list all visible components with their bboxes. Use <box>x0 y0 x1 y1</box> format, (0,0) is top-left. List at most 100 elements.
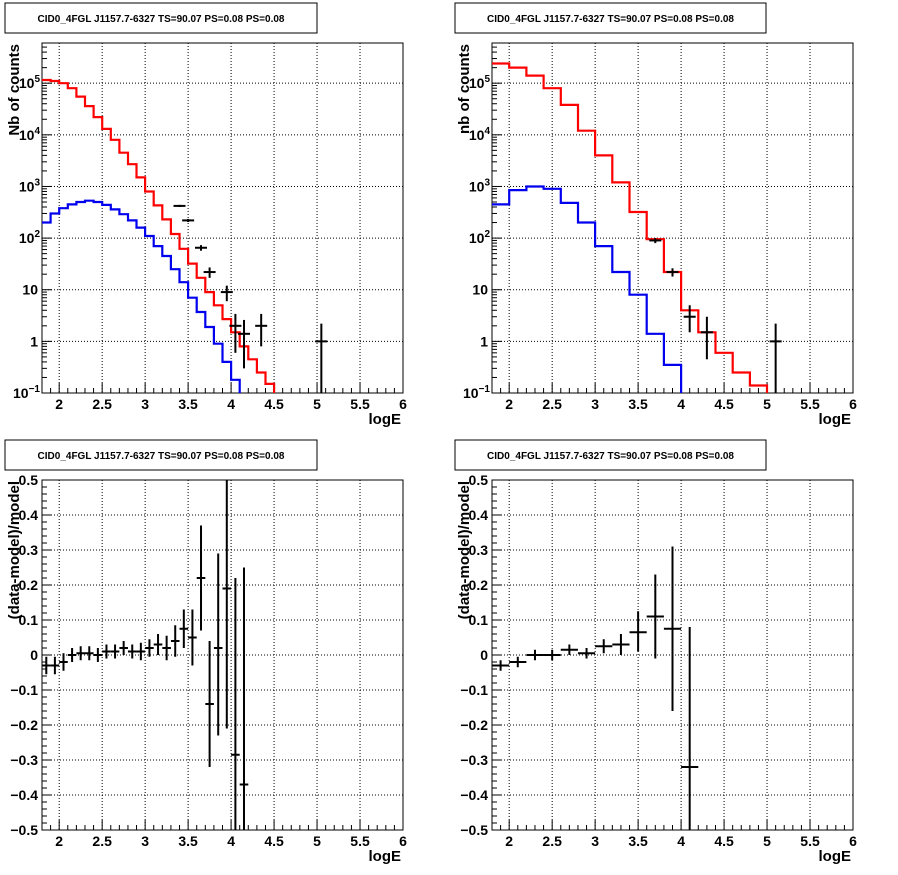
residual-point <box>102 644 111 659</box>
x-tick-label: 4 <box>227 833 235 849</box>
x-tick-label: 3.5 <box>178 396 198 412</box>
model-total-line <box>42 78 276 393</box>
y-tick-label: 10 <box>472 282 488 298</box>
residual-point <box>145 639 154 657</box>
data-point <box>666 268 679 277</box>
y-tick-label: 102 <box>19 229 41 246</box>
y-tick-label: 0 <box>30 647 38 663</box>
y-tick-label: 10 <box>22 282 38 298</box>
data-layer <box>492 62 782 393</box>
x-tick-label: 2 <box>55 833 63 849</box>
data-point <box>229 313 242 353</box>
residual-point <box>595 639 613 654</box>
chart-title: CID0_4FGL J1157.7-6327 TS=90.07 PS=0.08 … <box>38 14 285 25</box>
chart-panel-4: 2 2.5 3 3.5 4 4.5 5 5.5 6 0.5 0.4 0.3 0.2 0.1 0 −0.1 −0.… <box>454 439 857 865</box>
x-tick-label: 4.5 <box>714 833 734 849</box>
data-point <box>683 305 696 333</box>
x-tick-label: 4 <box>677 833 685 849</box>
residual-point <box>681 627 699 830</box>
model-source-line <box>492 185 683 393</box>
residual-point <box>188 609 197 666</box>
residual-point <box>67 648 77 662</box>
y-tick-label: 1 <box>480 333 488 349</box>
data-point <box>315 323 328 393</box>
title-box <box>454 2 767 34</box>
y-tick-label: 0 <box>480 647 488 663</box>
x-tick-label: 6 <box>399 833 407 849</box>
x-tick-label: 3.5 <box>628 396 648 412</box>
title-box <box>454 439 767 471</box>
residual-point <box>646 574 664 659</box>
data-point <box>173 204 186 208</box>
data-layer <box>42 78 328 393</box>
y-axis-label: nb of counts <box>456 44 473 134</box>
x-tick-label: 5 <box>313 396 321 412</box>
data-point <box>649 238 662 244</box>
data-point <box>182 218 195 222</box>
plot-frame <box>491 42 854 394</box>
x-tick-label: 3.5 <box>628 833 648 849</box>
data-point <box>255 313 268 347</box>
residual-point <box>492 660 510 671</box>
model-source-line <box>42 199 241 393</box>
x-axis-label: logE <box>819 848 852 865</box>
residual-point <box>526 649 544 661</box>
y-tick-label: 0.1 <box>19 612 39 628</box>
residual-point <box>222 480 232 729</box>
x-tick-label: 3 <box>141 833 149 849</box>
residual-point <box>179 609 189 648</box>
y-tick-label: 0.3 <box>19 542 39 558</box>
residual-point <box>629 611 647 652</box>
residual-point <box>50 656 60 675</box>
data-layer <box>492 546 699 830</box>
residual-point <box>205 641 214 767</box>
y-tick-label: 1 <box>30 333 38 349</box>
y-tick-label: −0.5 <box>460 822 488 838</box>
chart-panel-3: 2 2.5 3 3.5 4 4.5 5 5.5 6 0.5 0.4 0.3 0.2 0.1 0 −0.1 −0.… <box>4 439 407 865</box>
residual-point <box>196 525 206 631</box>
title-box <box>4 439 318 471</box>
y-axis-label: Nb of counts <box>6 44 23 136</box>
y-tick-label: −0.4 <box>10 787 38 803</box>
x-tick-label: 5 <box>763 833 771 849</box>
y-tick-label: −0.2 <box>10 717 38 733</box>
data-layer <box>42 480 249 830</box>
residual-point <box>577 648 596 659</box>
y-tick-label: 0.5 <box>469 472 489 488</box>
model-total-line <box>492 62 769 393</box>
chart-panel-2: 2 2.5 3 3.5 4 4.5 5 5.5 610−1110102103104105logE… <box>454 2 857 428</box>
x-tick-label: 2 <box>55 396 63 412</box>
x-tick-label: 2.5 <box>92 833 112 849</box>
y-tick-label: 0.2 <box>469 577 489 593</box>
x-tick-label: 5 <box>763 396 771 412</box>
chart-title: CID0_4FGL J1157.7-6327 TS=90.07 PS=0.08 … <box>487 451 734 462</box>
y-tick-label: 10−1 <box>463 384 490 401</box>
y-tick-label: −0.4 <box>460 787 488 803</box>
residual-point <box>76 646 85 661</box>
x-tick-label: 5.5 <box>350 833 370 849</box>
x-tick-label: 2 <box>505 396 513 412</box>
y-axis-label: (data-model)/model <box>6 481 23 619</box>
residual-point <box>663 546 682 711</box>
y-tick-label: 103 <box>19 177 41 194</box>
y-tick-label: 10−1 <box>13 384 40 401</box>
x-tick-label: 3 <box>591 833 599 849</box>
residual-point <box>136 642 146 661</box>
residual-point <box>239 567 249 830</box>
x-tick-label: 3 <box>141 396 149 412</box>
data-point <box>203 267 216 278</box>
data-point <box>700 316 713 360</box>
x-tick-label: 2.5 <box>92 396 112 412</box>
residual-point <box>84 646 94 661</box>
y-tick-label: −0.1 <box>460 682 488 698</box>
y-tick-label: −0.3 <box>10 752 38 768</box>
residual-point <box>93 648 103 662</box>
chart-title: CID0_4FGL J1157.7-6327 TS=90.07 PS=0.08 … <box>487 14 734 25</box>
residual-point <box>42 656 51 675</box>
title-box <box>4 2 318 34</box>
y-tick-label: 0.5 <box>19 472 39 488</box>
residual-point <box>213 553 223 736</box>
x-tick-label: 5 <box>313 833 321 849</box>
x-axis-label: logE <box>819 411 852 428</box>
